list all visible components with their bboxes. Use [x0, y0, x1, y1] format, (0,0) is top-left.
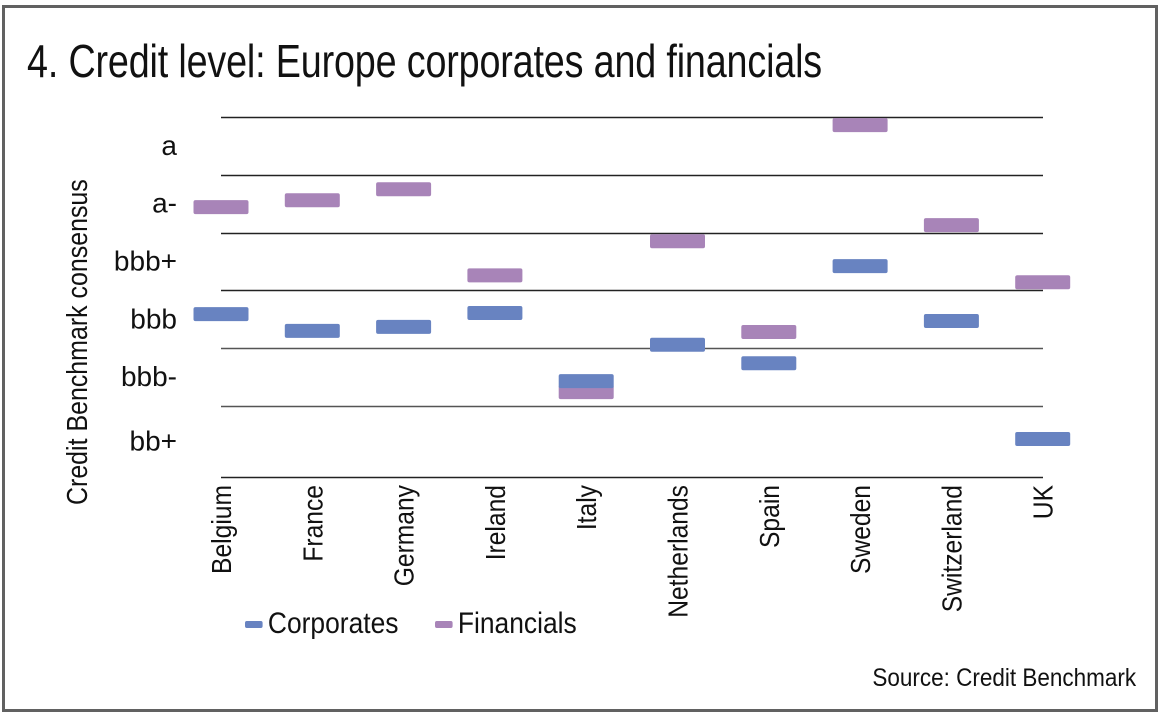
marker-financials-italy [558, 385, 614, 400]
legend-swatch-financials [435, 620, 453, 628]
marker-corporates-uk [1015, 431, 1071, 446]
x-tick-label: Germany [388, 484, 420, 586]
x-tick-label: Netherlands [662, 485, 694, 618]
x-tick-label: Spain [753, 485, 785, 548]
y-tick-label: bbb [130, 303, 177, 334]
legend-swatch-corporates [245, 620, 263, 628]
marker-financials-france [284, 193, 340, 208]
x-tick-label: Sweden [845, 485, 877, 574]
marker-financials-uk [1015, 275, 1071, 290]
legend-item-financials: Financials [435, 607, 577, 641]
source-note: Source: Credit Benchmark [872, 664, 1136, 692]
marker-corporates-belgium [193, 307, 249, 322]
series-financials [193, 118, 1071, 400]
y-tick-label: a [161, 130, 177, 161]
x-tick-label: UK [1027, 485, 1059, 520]
marker-corporates-netherlands [650, 337, 705, 352]
y-tick-label: bbb+ [114, 246, 177, 277]
x-tick-labels: Belgium France Germany Ireland Italy Netherla… [206, 484, 1060, 618]
legend-label-financials: Financials [457, 607, 577, 640]
legend-item-corporates: Corporates [245, 607, 398, 641]
x-tick-label: Italy [571, 484, 603, 530]
marker-corporates-sweden [832, 259, 888, 274]
marker-financials-ireland [467, 268, 523, 283]
marker-corporates-france [284, 323, 340, 338]
y-tick-label: a- [152, 188, 177, 219]
x-tick-label: France [297, 485, 329, 562]
marker-financials-switzerland [923, 218, 979, 233]
series-corporates [193, 259, 1071, 446]
marker-financials-netherlands [650, 234, 705, 249]
chart-frame [2, 5, 1158, 712]
marker-corporates-germany [376, 319, 432, 334]
marker-financials-spain [741, 325, 797, 340]
marker-corporates-spain [741, 356, 797, 371]
x-tick-label: Belgium [206, 485, 238, 574]
chart-title: 4. Credit level: Europe corporates and f… [27, 35, 823, 87]
x-tick-label: Ireland [479, 485, 511, 560]
marker-financials-sweden [832, 118, 888, 133]
x-tick-label: Switzerland [936, 485, 968, 612]
y-tick-label: bbb- [121, 361, 177, 392]
legend-label-corporates: Corporates [267, 607, 399, 640]
marker-corporates-switzerland [923, 314, 979, 329]
y-tick-label: bb+ [130, 426, 178, 457]
data-markers [193, 118, 1071, 446]
y-tick-labels: bb+ bbb-bbb bbb+ a-a [114, 130, 178, 457]
marker-corporates-ireland [467, 305, 523, 320]
marker-corporates-italy [558, 374, 614, 389]
marker-financials-germany [376, 182, 432, 197]
marker-financials-belgium [193, 200, 249, 215]
gridlines [221, 116, 1043, 479]
